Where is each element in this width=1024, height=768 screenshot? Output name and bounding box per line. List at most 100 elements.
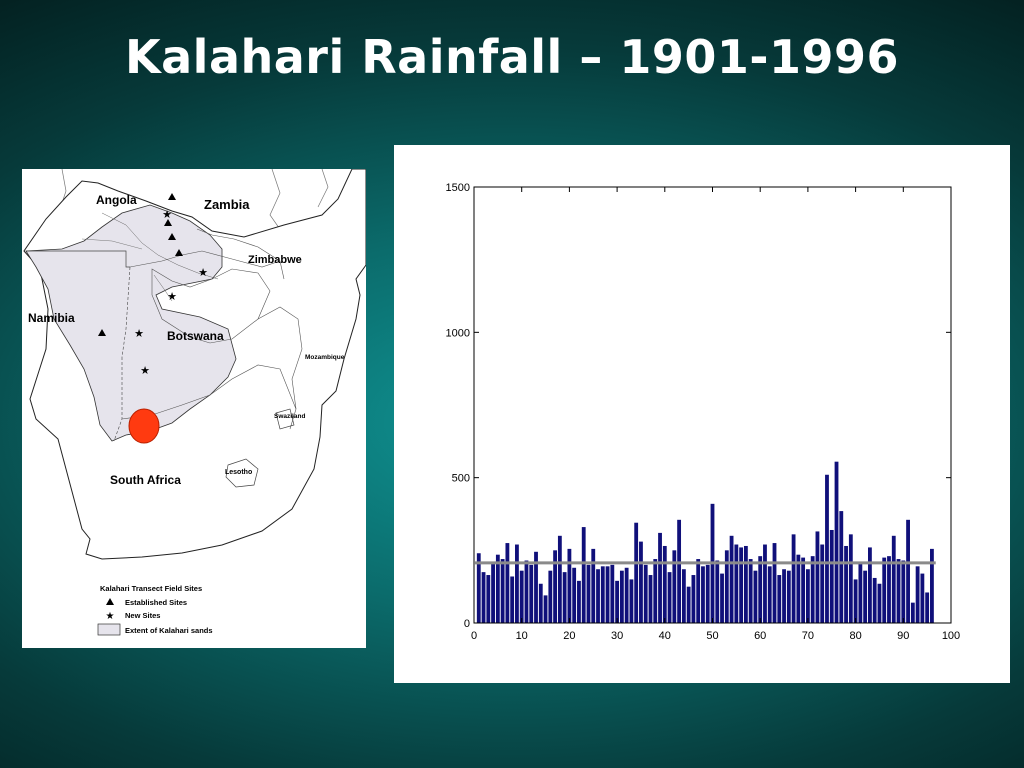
- rainfall-bar: [581, 527, 586, 623]
- rainfall-bar: [848, 534, 853, 623]
- rainfall-bar: [515, 544, 519, 623]
- legend-extent: Extent of Kalahari sands: [125, 626, 213, 635]
- rainfall-bar: [567, 548, 572, 623]
- rainfall-bar: [796, 554, 801, 623]
- rainfall-bar: [930, 548, 934, 623]
- star-icon: ★: [140, 364, 150, 377]
- x-tick-label: 30: [611, 630, 623, 642]
- label-angola: Angola: [96, 193, 137, 207]
- x-tick-label: 40: [659, 630, 671, 642]
- rainfall-bar: [734, 544, 739, 623]
- kalahari-map: ★ ★ ★ ★ ★ Angola Zambia Zimbabwe Namibia…: [22, 169, 366, 648]
- star-icon: ★: [106, 611, 115, 622]
- rainfall-bar: [753, 570, 758, 623]
- y-axis: 0 500 1000 1500: [446, 182, 951, 630]
- rainfall-bar: [834, 461, 839, 623]
- y-tick-label: 0: [464, 618, 470, 630]
- rainfall-bar: [658, 532, 662, 623]
- rainfall-bar: [872, 577, 877, 623]
- rainfall-bar: [538, 583, 543, 623]
- rainfall-bar: [891, 535, 896, 623]
- rainfall-bar: [739, 547, 744, 623]
- rainfall-bar: [572, 567, 577, 623]
- rainfall-bar: [720, 573, 724, 623]
- established-site-markers: [98, 193, 183, 336]
- rainfall-bar: [686, 586, 691, 623]
- legend-established: Established Sites: [125, 598, 187, 607]
- rainfall-bar: [510, 576, 515, 623]
- rainfall-bar: [600, 566, 605, 623]
- rainfall-bar: [729, 535, 734, 623]
- rainfall-bar-chart: 0 10 20 30 40 50 60 70 80 90 100 0 500 1000 1500: [446, 182, 961, 642]
- map-legend: Kalahari Transect Field Sites Establishe…: [97, 584, 213, 636]
- rainfall-bar: [748, 559, 753, 623]
- rainfall-bar: [672, 550, 677, 623]
- kalahari-sands-extent: [25, 204, 237, 442]
- rainfall-bar: [868, 547, 872, 623]
- rainfall-bar: [810, 556, 815, 623]
- bar-series: [476, 461, 934, 623]
- rainfall-bar: [519, 570, 524, 623]
- triangle-icon: [164, 219, 172, 226]
- rainfall-bar: [696, 559, 701, 623]
- label-swaziland: Swaziland: [274, 413, 305, 420]
- rainfall-bar: [681, 569, 686, 623]
- rainfall-bar: [743, 545, 748, 623]
- rainfall-bar: [667, 572, 672, 623]
- rainfall-bar: [791, 534, 796, 623]
- rainfall-bar: [481, 572, 486, 623]
- rainfall-bar: [820, 544, 825, 623]
- rainfall-bar: [910, 602, 915, 623]
- new-site-markers: ★ ★ ★ ★ ★: [134, 208, 208, 377]
- label-zimbabwe: Zimbabwe: [248, 254, 302, 266]
- southern-africa-map: ★ ★ ★ ★ ★ Angola Zambia Zimbabwe Namibia…: [23, 169, 366, 636]
- y-tick-label: 500: [452, 473, 470, 485]
- rainfall-bar: [763, 544, 767, 623]
- label-namibia: Namibia: [28, 311, 75, 325]
- x-tick-label: 100: [942, 630, 960, 642]
- rainfall-bar: [491, 563, 495, 623]
- rainfall-bar: [662, 545, 667, 623]
- rainfall-bar: [596, 569, 600, 623]
- legend-title: Kalahari Transect Field Sites: [100, 584, 202, 593]
- rainfall-bar: [634, 522, 639, 623]
- y-tick-label: 1000: [446, 327, 470, 339]
- rainfall-bar: [505, 543, 510, 623]
- x-tick-label: 10: [516, 630, 528, 642]
- rainfall-bar: [529, 564, 534, 623]
- rainfall-bar: [767, 566, 772, 623]
- rainfall-bar: [653, 559, 658, 623]
- rainfall-bar: [591, 548, 596, 623]
- rainfall-chart-panel: 0 10 20 30 40 50 60 70 80 90 100 0 500 1000 1500: [394, 145, 1010, 683]
- rainfall-bar: [882, 557, 887, 623]
- triangle-icon: [106, 598, 114, 605]
- rainfall-bar: [715, 560, 720, 623]
- rainfall-bar: [920, 573, 925, 623]
- rainfall-bar: [524, 560, 529, 623]
- rainfall-bar: [586, 564, 591, 623]
- rainfall-bar: [691, 575, 696, 623]
- y-tick-label: 1500: [446, 182, 470, 194]
- rainfall-bar: [543, 595, 548, 623]
- rainfall-bar: [619, 570, 624, 623]
- rainfall-bar: [801, 557, 806, 623]
- study-area-marker: [128, 408, 160, 444]
- rainfall-bar: [805, 569, 810, 623]
- rainfall-bar: [577, 580, 581, 623]
- rainfall-bar: [553, 550, 557, 623]
- x-tick-label: 50: [706, 630, 718, 642]
- legend-new: New Sites: [125, 611, 160, 620]
- label-zambia: Zambia: [204, 197, 250, 212]
- rainfall-bar: [853, 579, 858, 623]
- star-icon: ★: [162, 208, 172, 221]
- label-botswana: Botswana: [167, 329, 224, 343]
- rainfall-bar: [896, 559, 901, 623]
- star-icon: ★: [134, 327, 144, 340]
- rainfall-bar: [901, 560, 906, 623]
- x-tick-label: 70: [802, 630, 814, 642]
- rainfall-bar: [495, 554, 500, 623]
- rainfall-bar: [858, 563, 863, 623]
- x-axis: 0 10 20 30 40 50 60 70 80 90 100: [471, 187, 960, 642]
- x-tick-label: 60: [754, 630, 766, 642]
- rainfall-bar: [758, 556, 763, 623]
